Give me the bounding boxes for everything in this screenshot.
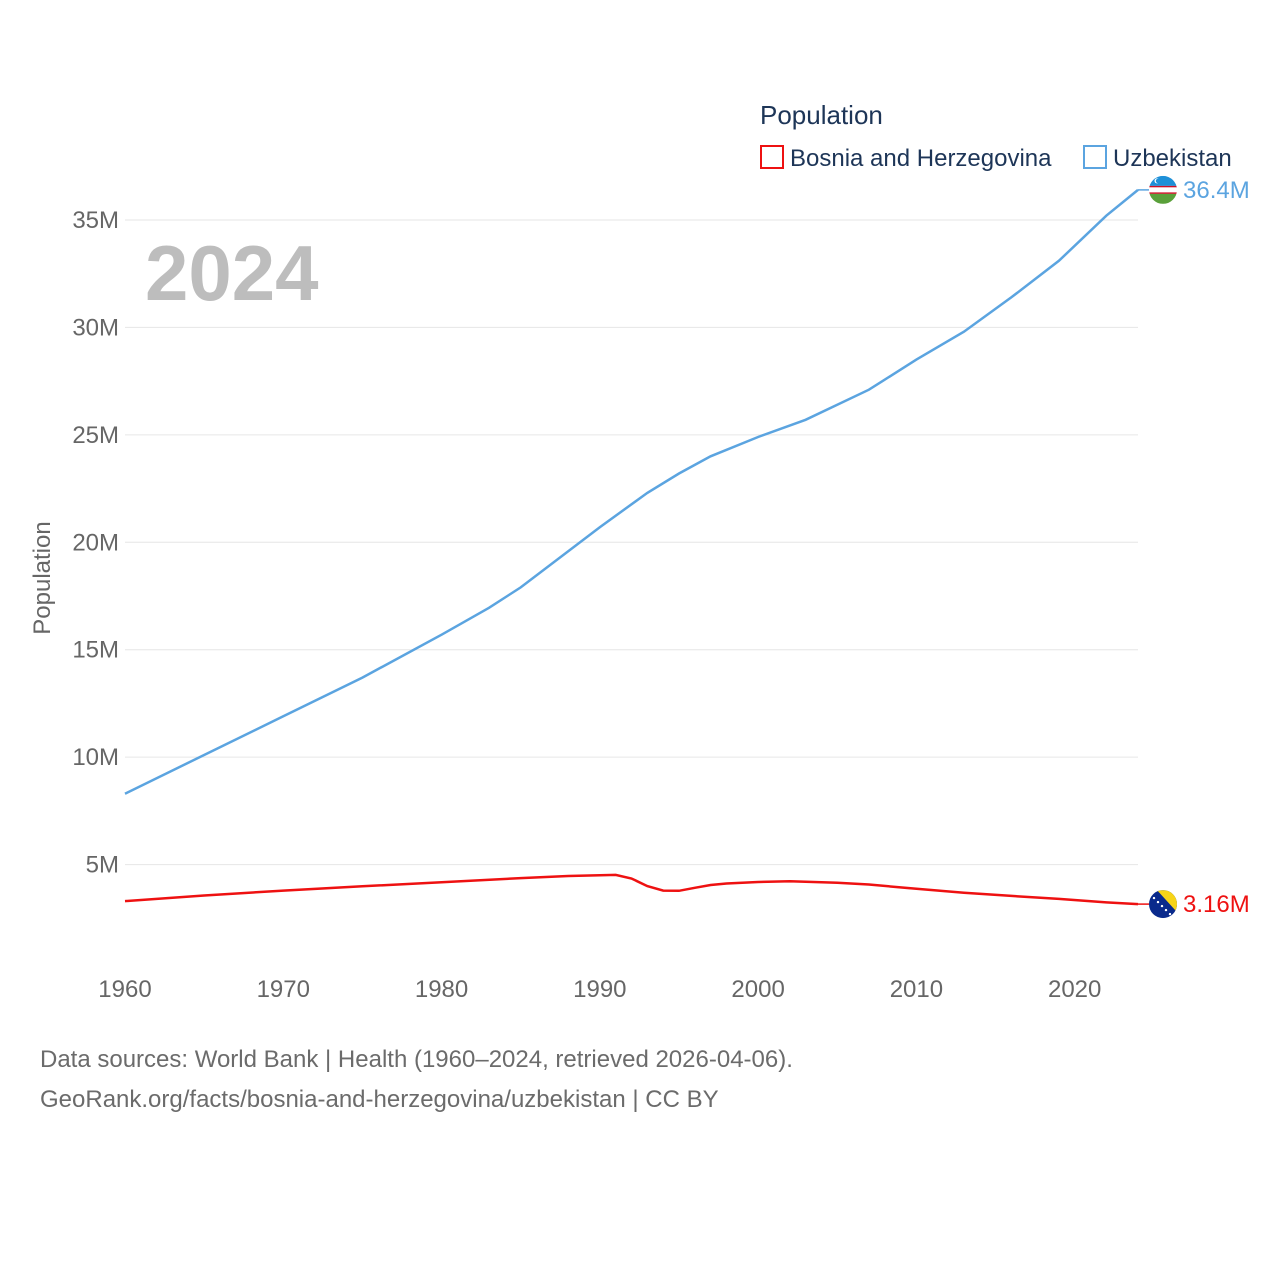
- legend-swatch-bosnia: [760, 145, 784, 169]
- y-tick-label: 30M: [72, 314, 119, 341]
- source-line-1: Data sources: World Bank | Health (1960–…: [40, 1046, 793, 1073]
- legend-label-uzbekistan: Uzbekistan: [1113, 145, 1232, 172]
- x-tick-label: 1990: [573, 976, 626, 1003]
- year-label: 2024: [145, 229, 319, 317]
- legend-label-bosnia: Bosnia and Herzegovina: [790, 145, 1052, 172]
- y-tick-label: 20M: [72, 529, 119, 556]
- legend-item-bosnia[interactable]: Bosnia and Herzegovina: [760, 145, 1052, 172]
- y-tick-label: 10M: [72, 744, 119, 771]
- x-tick-label: 1970: [257, 976, 310, 1003]
- x-tick-label: 1960: [98, 976, 151, 1003]
- gridlines: [125, 219, 1138, 866]
- legend-item-uzbekistan[interactable]: Uzbekistan: [1083, 145, 1232, 172]
- end-value-uzbekistan: 36.4M: [1183, 177, 1250, 204]
- end-marker-bosnia: 3.16M: [1138, 890, 1250, 919]
- source-line-2[interactable]: GeoRank.org/facts/bosnia-and-herzegovina…: [40, 1086, 719, 1113]
- x-axis-ticks: 1960 1970 1980 1990 2000 2010 2020: [98, 976, 1101, 1003]
- y-tick-label: 5M: [86, 852, 119, 879]
- y-tick-label: 25M: [72, 422, 119, 449]
- y-tick-label: 15M: [72, 637, 119, 664]
- bosnia-flag-icon: [1149, 890, 1177, 919]
- end-value-bosnia: 3.16M: [1183, 891, 1250, 918]
- x-tick-label: 2010: [890, 976, 943, 1003]
- legend-title: Population: [760, 100, 883, 130]
- series-line-uzbekistan: [124, 188, 1139, 795]
- y-axis-title: Population: [29, 521, 56, 634]
- y-axis-ticks: 5M 10M 15M 20M 25M 30M 35M: [72, 207, 119, 879]
- x-tick-label: 1980: [415, 976, 468, 1003]
- y-tick-label: 35M: [72, 207, 119, 234]
- legend-swatch-uzbekistan: [1083, 145, 1107, 169]
- source-notes: Data sources: World Bank | Health (1960–…: [40, 1040, 793, 1120]
- end-marker-uzbekistan: 36.4M: [1138, 175, 1250, 204]
- series-line-bosnia: [124, 873, 1139, 906]
- uzbekistan-flag-icon: [1149, 175, 1177, 204]
- x-tick-label: 2020: [1048, 976, 1101, 1003]
- x-tick-label: 2000: [731, 976, 784, 1003]
